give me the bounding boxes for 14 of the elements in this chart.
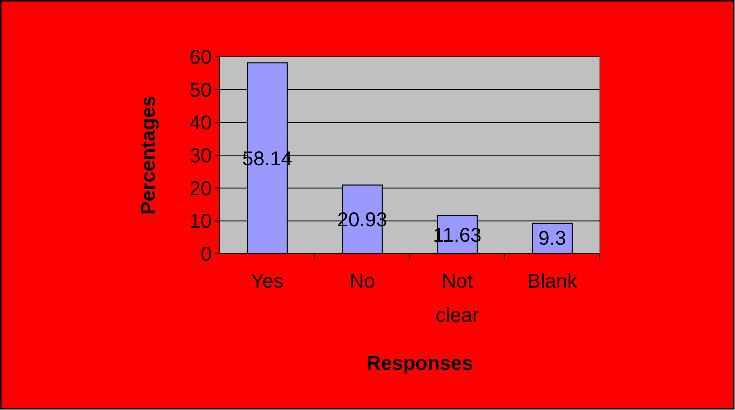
y-tick-label: 30 [190, 146, 212, 168]
y-tick-label: 60 [190, 47, 212, 69]
y-tick-label: 50 [190, 80, 212, 102]
y-tick-label: 20 [190, 178, 212, 200]
data-label: 9.3 [538, 228, 566, 250]
y-tick-label: 10 [190, 211, 212, 234]
x-tick-label: Not clear [436, 271, 480, 327]
y-axis-title: Percentages [138, 96, 160, 215]
x-tick-label: No [350, 271, 376, 293]
x-tick-label: Yes [251, 271, 284, 293]
y-tick-label: 0 [200, 244, 212, 266]
x-axis-title: Responses [366, 353, 474, 375]
y-tick-label: 40 [190, 112, 212, 135]
x-tick-label: Blank [527, 271, 579, 293]
